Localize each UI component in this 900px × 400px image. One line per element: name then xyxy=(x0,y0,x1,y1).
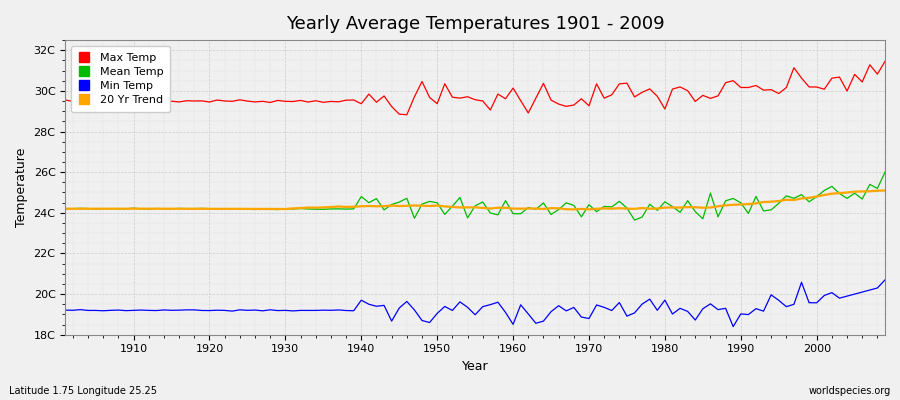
Min Temp xyxy=(60,308,71,312)
Max Temp xyxy=(121,98,131,103)
Mean Temp xyxy=(629,218,640,222)
Max Temp xyxy=(333,99,344,104)
Max Temp xyxy=(516,98,526,103)
20 Yr Trend xyxy=(500,205,511,210)
Text: worldspecies.org: worldspecies.org xyxy=(809,386,891,396)
Max Temp xyxy=(60,98,71,102)
Max Temp xyxy=(288,99,299,104)
Min Temp xyxy=(508,322,518,327)
Mean Temp xyxy=(288,207,299,212)
X-axis label: Year: Year xyxy=(462,360,489,373)
20 Yr Trend xyxy=(121,206,131,211)
20 Yr Trend xyxy=(607,206,617,211)
Mean Temp xyxy=(508,211,518,216)
Line: Mean Temp: Mean Temp xyxy=(66,172,885,220)
20 Yr Trend xyxy=(879,188,890,193)
Mean Temp xyxy=(598,204,609,209)
Title: Yearly Average Temperatures 1901 - 2009: Yearly Average Temperatures 1901 - 2009 xyxy=(286,15,664,33)
Min Temp xyxy=(333,308,344,312)
20 Yr Trend xyxy=(333,204,344,209)
Mean Temp xyxy=(333,206,344,211)
Min Temp xyxy=(121,308,131,313)
Min Temp xyxy=(288,308,299,313)
Min Temp xyxy=(598,305,609,310)
Mean Temp xyxy=(121,207,131,212)
Mean Temp xyxy=(500,198,511,203)
Text: Latitude 1.75 Longitude 25.25: Latitude 1.75 Longitude 25.25 xyxy=(9,386,157,396)
Legend: Max Temp, Mean Temp, Min Temp, 20 Yr Trend: Max Temp, Mean Temp, Min Temp, 20 Yr Tre… xyxy=(71,46,170,112)
20 Yr Trend xyxy=(569,207,580,212)
Y-axis label: Temperature: Temperature xyxy=(15,148,28,227)
Max Temp xyxy=(401,112,412,117)
Max Temp xyxy=(607,92,617,97)
20 Yr Trend xyxy=(60,206,71,211)
Min Temp xyxy=(500,310,511,315)
Max Temp xyxy=(879,59,890,64)
Mean Temp xyxy=(60,206,71,211)
Min Temp xyxy=(879,278,890,282)
Line: Max Temp: Max Temp xyxy=(66,61,885,115)
Min Temp xyxy=(728,324,739,329)
20 Yr Trend xyxy=(508,206,518,211)
Max Temp xyxy=(508,86,518,90)
Line: Min Temp: Min Temp xyxy=(66,280,885,326)
Mean Temp xyxy=(879,170,890,174)
20 Yr Trend xyxy=(288,206,299,211)
Line: 20 Yr Trend: 20 Yr Trend xyxy=(66,190,885,209)
